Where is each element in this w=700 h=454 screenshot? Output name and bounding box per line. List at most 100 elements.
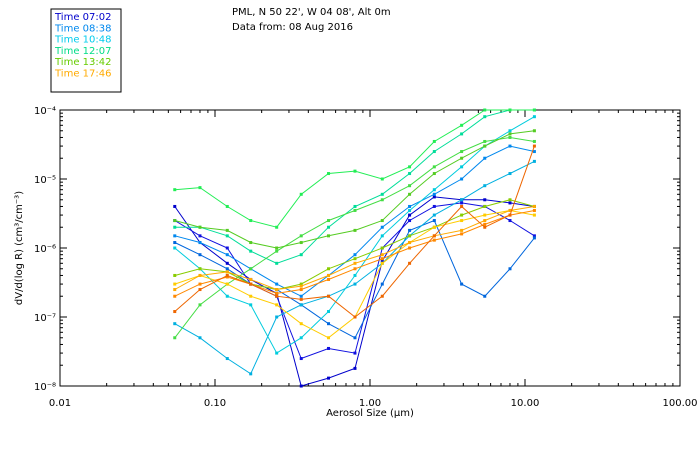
data-point bbox=[198, 282, 202, 286]
data-point bbox=[327, 225, 331, 229]
data-point bbox=[225, 267, 229, 271]
data-point bbox=[327, 294, 331, 298]
data-point bbox=[299, 288, 303, 292]
data-point bbox=[173, 246, 177, 250]
data-point bbox=[299, 294, 303, 298]
series-7 bbox=[173, 108, 536, 229]
data-point bbox=[275, 303, 279, 307]
data-point bbox=[408, 184, 412, 188]
data-point bbox=[532, 234, 536, 238]
data-point bbox=[380, 253, 384, 257]
data-point bbox=[299, 253, 303, 257]
data-point bbox=[225, 275, 229, 279]
data-point bbox=[483, 204, 487, 208]
data-point bbox=[198, 234, 202, 238]
data-point bbox=[432, 172, 436, 176]
data-point bbox=[432, 234, 436, 238]
data-point bbox=[460, 198, 464, 202]
data-point bbox=[460, 232, 464, 236]
data-point bbox=[460, 201, 464, 205]
data-point bbox=[198, 241, 202, 245]
chart-header-line2: Data from: 08 Aug 2016 bbox=[232, 22, 353, 33]
y-tick-label: 10⁻⁵ bbox=[34, 175, 56, 186]
data-point bbox=[275, 246, 279, 250]
plot-area bbox=[59, 109, 681, 387]
data-point bbox=[299, 357, 303, 361]
data-point bbox=[432, 139, 436, 143]
data-point bbox=[249, 372, 253, 376]
data-point bbox=[432, 165, 436, 169]
data-point bbox=[353, 351, 357, 355]
data-point bbox=[198, 303, 202, 307]
data-point bbox=[380, 234, 384, 238]
data-point bbox=[408, 208, 412, 212]
data-point bbox=[353, 315, 357, 319]
data-point bbox=[380, 198, 384, 202]
x-tick-label: 0.10 bbox=[204, 398, 226, 409]
data-point bbox=[173, 288, 177, 292]
data-point bbox=[532, 213, 536, 217]
data-point bbox=[483, 156, 487, 160]
series-6 bbox=[173, 108, 536, 265]
data-point bbox=[353, 282, 357, 286]
data-point bbox=[173, 336, 177, 340]
data-point bbox=[173, 204, 177, 208]
data-point bbox=[173, 188, 177, 192]
data-point bbox=[380, 225, 384, 229]
data-point bbox=[225, 253, 229, 257]
data-point bbox=[508, 129, 512, 133]
data-point bbox=[483, 198, 487, 202]
data-point bbox=[249, 277, 253, 281]
data-point bbox=[249, 282, 253, 286]
data-point bbox=[532, 108, 536, 112]
data-point bbox=[198, 288, 202, 292]
data-point bbox=[299, 322, 303, 326]
data-point bbox=[275, 282, 279, 286]
data-point bbox=[508, 219, 512, 223]
data-point bbox=[460, 177, 464, 181]
data-point bbox=[432, 204, 436, 208]
data-point bbox=[173, 241, 177, 245]
data-point bbox=[408, 204, 412, 208]
data-point bbox=[460, 282, 464, 286]
data-point bbox=[483, 294, 487, 298]
y-tick-label: 10⁻⁶ bbox=[34, 244, 56, 255]
chart-header-line1: PML, N 50 22', W 04 08', Alt 0m bbox=[232, 7, 391, 18]
data-point bbox=[353, 228, 357, 232]
data-point bbox=[380, 177, 384, 181]
data-point bbox=[408, 261, 412, 265]
data-point bbox=[225, 228, 229, 232]
data-point bbox=[173, 282, 177, 286]
data-point bbox=[198, 336, 202, 340]
data-point bbox=[508, 208, 512, 212]
series-14 bbox=[173, 144, 536, 319]
data-point bbox=[275, 315, 279, 319]
series-line bbox=[174, 145, 535, 297]
data-point bbox=[198, 225, 202, 229]
data-point bbox=[173, 310, 177, 314]
data-point bbox=[408, 246, 412, 250]
data-point bbox=[460, 219, 464, 223]
data-point bbox=[380, 282, 384, 286]
data-point bbox=[408, 165, 412, 169]
data-point bbox=[249, 303, 253, 307]
data-point bbox=[299, 384, 303, 388]
data-point bbox=[432, 238, 436, 242]
data-point bbox=[483, 139, 487, 143]
data-point bbox=[532, 144, 536, 148]
data-point bbox=[353, 261, 357, 265]
data-point bbox=[483, 184, 487, 188]
data-point bbox=[408, 219, 412, 223]
series-9 bbox=[173, 129, 536, 250]
data-point bbox=[353, 169, 357, 173]
data-point bbox=[327, 310, 331, 314]
data-point bbox=[532, 159, 536, 163]
data-point bbox=[483, 144, 487, 148]
data-point bbox=[532, 204, 536, 208]
x-tick-label: 1.00 bbox=[359, 398, 381, 409]
data-point bbox=[532, 236, 536, 240]
data-point bbox=[408, 228, 412, 232]
legend-box bbox=[50, 8, 122, 93]
data-point bbox=[173, 273, 177, 277]
data-point bbox=[249, 294, 253, 298]
